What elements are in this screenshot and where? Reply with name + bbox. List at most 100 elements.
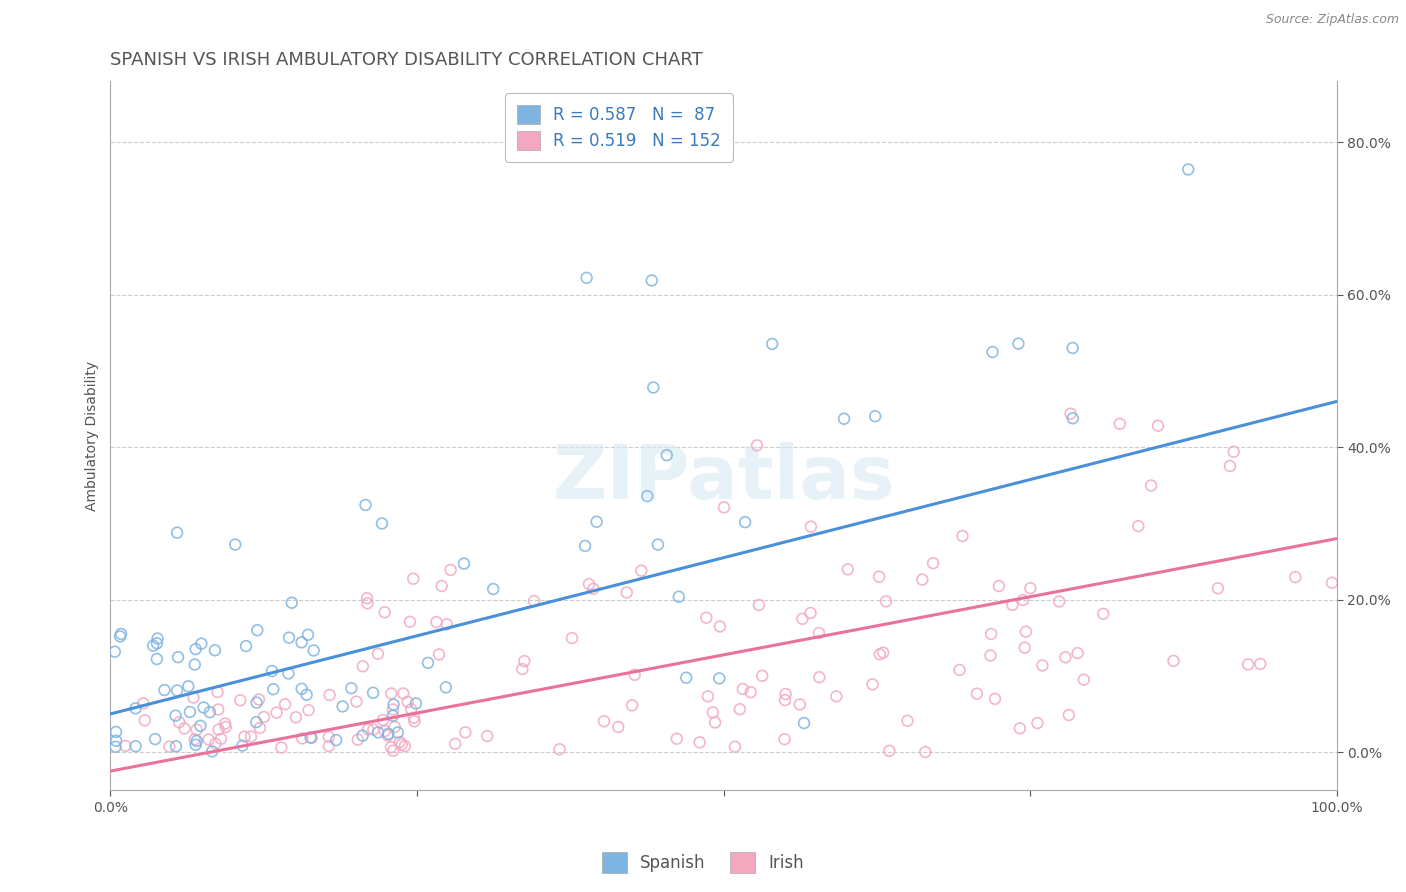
Point [277, 666, 299, 681]
Point [318, 730, 340, 744]
Point [868, 569, 890, 583]
Point [198, 705, 221, 719]
Point [607, 720, 630, 734]
Point [1059, 407, 1081, 421]
Point [291, 731, 314, 746]
Point [332, 699, 354, 714]
Point [647, 538, 669, 552]
Point [104, 725, 127, 739]
Point [235, 639, 257, 653]
Point [704, 715, 727, 730]
Point [114, 739, 136, 753]
Point [1073, 673, 1095, 687]
Point [702, 706, 724, 720]
Point [290, 635, 312, 649]
Point [352, 659, 374, 673]
Point [561, 631, 583, 645]
Point [193, 700, 215, 714]
Point [124, 739, 146, 754]
Point [371, 713, 394, 727]
Point [371, 516, 394, 531]
Point [204, 643, 226, 657]
Point [183, 690, 205, 705]
Point [201, 744, 224, 758]
Point [382, 744, 405, 758]
Point [761, 337, 783, 351]
Point [1007, 336, 1029, 351]
Point [404, 714, 426, 729]
Point [734, 515, 756, 529]
Point [689, 735, 711, 749]
Point [453, 557, 475, 571]
Point [260, 664, 283, 678]
Point [1054, 650, 1077, 665]
Point [361, 686, 384, 700]
Point [207, 723, 229, 737]
Point [1284, 570, 1306, 584]
Point [668, 590, 690, 604]
Point [297, 703, 319, 717]
Point [246, 623, 269, 637]
Point [184, 642, 207, 657]
Point [872, 646, 894, 660]
Point [381, 708, 404, 723]
Point [233, 730, 256, 744]
Point [548, 742, 571, 756]
Point [356, 591, 378, 606]
Point [384, 720, 406, 734]
Point [1066, 646, 1088, 660]
Point [104, 645, 127, 659]
Point [792, 612, 814, 626]
Point [214, 716, 236, 731]
Point [402, 711, 425, 725]
Point [630, 564, 652, 578]
Point [430, 579, 453, 593]
Point [240, 730, 263, 744]
Point [1320, 575, 1343, 590]
Point [184, 738, 207, 752]
Point [382, 698, 405, 712]
Point [879, 744, 901, 758]
Point [394, 739, 416, 753]
Point [911, 573, 934, 587]
Point [1008, 722, 1031, 736]
Point [374, 605, 396, 619]
Point [454, 725, 477, 739]
Point [1147, 418, 1170, 433]
Point [440, 563, 463, 577]
Point [352, 729, 374, 743]
Point [585, 515, 607, 529]
Point [952, 529, 974, 543]
Point [266, 706, 288, 720]
Point [1015, 624, 1038, 639]
Point [392, 686, 415, 700]
Point [675, 671, 697, 685]
Y-axis label: Ambulatory Disability: Ambulatory Disability [86, 360, 100, 511]
Point [291, 681, 314, 696]
Point [616, 585, 638, 599]
Point [623, 667, 645, 681]
Point [157, 739, 180, 754]
Point [297, 628, 319, 642]
Point [1001, 598, 1024, 612]
Point [209, 731, 232, 746]
Point [380, 740, 402, 755]
Point [184, 657, 207, 672]
Point [427, 648, 450, 662]
Point [284, 710, 307, 724]
Point [800, 519, 823, 533]
Point [922, 556, 945, 570]
Point [377, 727, 399, 741]
Point [143, 732, 166, 747]
Point [380, 686, 402, 700]
Point [173, 722, 195, 736]
Point [1163, 654, 1185, 668]
Point [391, 738, 413, 752]
Point [190, 637, 212, 651]
Text: Source: ZipAtlas.com: Source: ZipAtlas.com [1265, 13, 1399, 27]
Point [318, 739, 340, 753]
Point [808, 670, 831, 684]
Point [1219, 458, 1241, 473]
Point [709, 672, 731, 686]
Point [636, 489, 658, 503]
